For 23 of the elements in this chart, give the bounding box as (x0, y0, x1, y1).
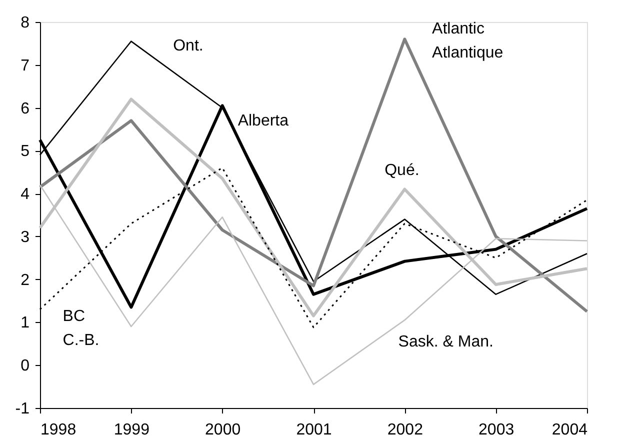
series-label: Ont. (173, 38, 204, 55)
series-label: Alberta (238, 112, 289, 130)
y-tick-label: 6 (20, 100, 30, 118)
x-tick-label: 2001 (296, 422, 332, 438)
series-label: Sask. & Man. (398, 334, 494, 351)
y-tick-label: 3 (20, 228, 30, 246)
y-tick-label: 8 (20, 14, 30, 32)
x-tick-label: 1998 (40, 422, 76, 438)
x-tick-label: 1999 (114, 422, 150, 438)
x-tick-label: 2000 (205, 422, 241, 438)
x-tick-label: 2004 (552, 422, 588, 438)
y-tick-label: 2 (20, 272, 30, 289)
y-tick-label: 7 (20, 57, 30, 74)
series-label: Qué. (384, 162, 420, 179)
y-tick-label: 0 (20, 358, 30, 375)
y-tick-label: 5 (20, 143, 30, 160)
y-tick-label: 4 (20, 186, 30, 204)
y-tick-label: -1 (15, 400, 30, 418)
x-tick-label: 2003 (478, 422, 514, 438)
series-label: BC C.-B. (62, 308, 100, 349)
x-tick-label: 2002 (387, 422, 424, 438)
series-label: Atlantic Atlantique (432, 20, 504, 62)
y-tick-label: 1 (20, 314, 30, 332)
